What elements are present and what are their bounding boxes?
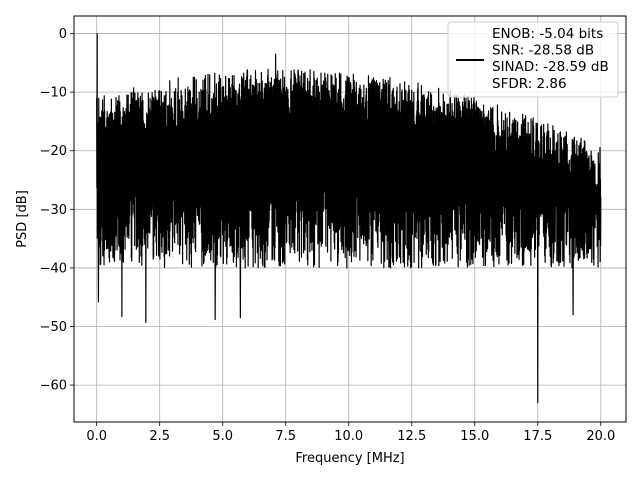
legend-box [447,21,619,98]
y-tick-label: −20 [40,144,67,159]
x-tick-label: 20.0 [586,429,615,444]
x-tick-label: 0.0 [86,429,107,444]
y-axis: 0 −10 −20 −30 −40 −50 −60 [40,27,74,394]
x-tick-label: 17.5 [523,429,552,444]
x-tick-label: 15.0 [460,429,489,444]
x-tick-label: 10.0 [334,429,363,444]
x-axis-label: Frequency [MHz] [295,451,404,466]
x-tick-label: 5.0 [212,429,233,444]
psd-line [96,32,602,404]
y-tick-label: −40 [40,261,67,276]
psd-series [96,32,602,404]
y-tick-label: 0 [59,27,67,42]
y-axis-label: PSD [dB] [15,190,30,248]
x-tick-label: 2.5 [149,429,170,444]
plot-frame [73,15,627,423]
legend-entry: ENOB: -5.04 bits [492,26,603,42]
legend-entry: SINAD: -28.59 dB [492,59,609,75]
x-tick-label: 7.5 [275,429,296,444]
y-tick-label: −50 [40,320,67,335]
y-tick-label: −60 [40,379,67,394]
y-tick-label: −10 [40,86,67,101]
x-axis: 0.0 2.5 5.0 7.5 10.0 12.5 15.0 17.5 20.0 [86,422,615,444]
x-tick-label: 12.5 [397,429,426,444]
y-tick-label: −30 [40,203,67,218]
legend-entry: SFDR: 2.86 [492,76,567,92]
legend-entry: SNR: -28.58 dB [492,43,594,59]
